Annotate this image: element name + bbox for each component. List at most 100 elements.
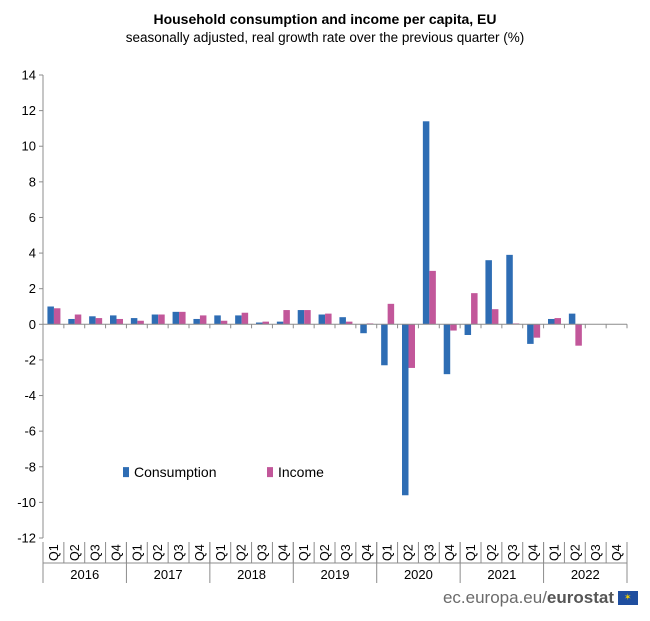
y-tick-label: 0 bbox=[29, 317, 36, 332]
bar-income-5 bbox=[158, 314, 165, 325]
bar-consumption-3 bbox=[110, 315, 117, 325]
year-label: 2022 bbox=[571, 567, 600, 582]
bar-consumption-14 bbox=[339, 317, 346, 325]
bar-consumption-8 bbox=[214, 315, 221, 325]
bar-consumption-25 bbox=[568, 313, 576, 325]
eu-flag-icon bbox=[618, 591, 638, 605]
bar-income-11 bbox=[283, 310, 290, 325]
bar-consumption-5 bbox=[151, 314, 159, 325]
bar-income-4 bbox=[137, 320, 144, 325]
year-label: 2020 bbox=[404, 567, 433, 582]
bar-consumption-2 bbox=[89, 316, 96, 325]
bar-consumption-21 bbox=[485, 260, 492, 325]
bar-income-8 bbox=[220, 320, 228, 325]
bar-consumption-20 bbox=[464, 324, 472, 335]
bar-consumption-16 bbox=[381, 324, 388, 366]
bar-income-10 bbox=[262, 321, 269, 325]
y-tick-label: 8 bbox=[29, 174, 36, 189]
x-tick-label: Q1 bbox=[214, 544, 228, 561]
bar-income-14 bbox=[345, 321, 353, 325]
bar-income-12 bbox=[304, 310, 311, 325]
bar-income-23 bbox=[533, 324, 541, 338]
x-tick-label: Q1 bbox=[130, 544, 144, 561]
bar-consumption-4 bbox=[130, 318, 138, 325]
bar-consumption-23 bbox=[527, 324, 534, 344]
bar-income-0 bbox=[53, 308, 61, 325]
bar-consumption-1 bbox=[68, 318, 75, 325]
y-tick-label: -12 bbox=[17, 531, 36, 546]
chart-subtitle: seasonally adjusted, real growth rate ov… bbox=[125, 30, 525, 45]
legend-swatch-consumption bbox=[123, 467, 129, 478]
x-tick-label: Q3 bbox=[172, 544, 186, 561]
bar-income-3 bbox=[116, 318, 123, 325]
year-label: 2016 bbox=[70, 567, 99, 582]
x-tick-label: Q4 bbox=[527, 544, 541, 561]
bar-consumption-24 bbox=[548, 318, 555, 325]
x-tick-label: Q4 bbox=[276, 544, 290, 561]
x-tick-label: Q2 bbox=[318, 544, 332, 561]
y-tick-label: 14 bbox=[22, 68, 36, 83]
bar-consumption-17 bbox=[402, 324, 409, 496]
footer-brand: eurostat bbox=[546, 588, 614, 607]
bar-consumption-19 bbox=[443, 324, 451, 375]
x-tick-label: Q1 bbox=[381, 544, 395, 561]
y-tick-label: -2 bbox=[24, 352, 36, 367]
bar-income-13 bbox=[325, 313, 332, 325]
bar-income-9 bbox=[241, 312, 249, 325]
bar-consumption-15 bbox=[360, 324, 367, 334]
year-label: 2018 bbox=[237, 567, 266, 582]
bar-income-1 bbox=[74, 314, 82, 325]
legend-swatch-income bbox=[267, 467, 273, 478]
source-footer: ec.europa.eu/eurostat bbox=[443, 588, 638, 608]
year-label: 2017 bbox=[154, 567, 183, 582]
x-tick-label: Q2 bbox=[485, 544, 499, 561]
bar-consumption-0 bbox=[47, 306, 54, 325]
x-tick-label: Q2 bbox=[235, 544, 249, 561]
x-tick-label: Q3 bbox=[89, 544, 103, 561]
bar-income-17 bbox=[408, 324, 415, 368]
bar-income-19 bbox=[450, 324, 457, 331]
x-tick-label: Q1 bbox=[548, 544, 562, 561]
y-tick-label: -10 bbox=[17, 495, 36, 510]
bar-consumption-10 bbox=[256, 322, 263, 325]
y-tick-label: 4 bbox=[29, 246, 36, 261]
x-tick-label: Q3 bbox=[339, 544, 353, 561]
y-tick-label: 2 bbox=[29, 281, 36, 296]
year-label: 2019 bbox=[321, 567, 350, 582]
chart-title: Household consumption and income per cap… bbox=[153, 11, 497, 27]
bar-consumption-18 bbox=[422, 121, 430, 325]
y-tick-label: -6 bbox=[24, 424, 36, 439]
x-tick-label: Q2 bbox=[68, 544, 82, 561]
bar-income-18 bbox=[429, 270, 436, 325]
x-tick-label: Q1 bbox=[297, 544, 311, 561]
bar-income-21 bbox=[491, 309, 499, 325]
x-tick-label: Q1 bbox=[464, 544, 478, 561]
bar-consumption-7 bbox=[193, 318, 200, 325]
x-tick-label: Q4 bbox=[193, 544, 207, 561]
y-tick-label: -4 bbox=[24, 388, 36, 403]
x-tick-label: Q4 bbox=[443, 544, 457, 561]
x-tick-label: Q3 bbox=[506, 544, 520, 561]
bar-consumption-6 bbox=[172, 311, 180, 325]
y-tick-label: 6 bbox=[29, 210, 36, 225]
footer-site: ec.europa.eu/ bbox=[442, 588, 547, 607]
x-tick-label: Q2 bbox=[151, 544, 165, 561]
x-tick-label: Q1 bbox=[47, 544, 61, 561]
bar-chart: -12 -10 -8 -6 -4 -2 0 2 4 6 8 10 12 14 Q1 Q2 Q3 Q4 Q1 Q2 Q3 Q… bbox=[17, 68, 628, 583]
bar-income-2 bbox=[95, 318, 103, 325]
legend-label-income: Income bbox=[278, 464, 324, 480]
x-tick-label: Q4 bbox=[360, 544, 374, 561]
x-tick-label: Q2 bbox=[568, 544, 582, 561]
bar-income-6 bbox=[179, 311, 186, 325]
y-tick-label: 12 bbox=[22, 103, 36, 118]
bar-income-16 bbox=[387, 303, 395, 325]
year-label: 2021 bbox=[487, 567, 516, 582]
x-tick-label: Q3 bbox=[256, 544, 270, 561]
y-tick-label: -8 bbox=[24, 459, 36, 474]
x-tick-label: Q3 bbox=[422, 544, 436, 561]
bar-income-25 bbox=[575, 324, 582, 346]
bar-income-20 bbox=[471, 293, 478, 325]
bar-consumption-22 bbox=[506, 254, 513, 325]
bar-income-24 bbox=[554, 318, 561, 325]
y-tick-label: 10 bbox=[22, 139, 36, 154]
